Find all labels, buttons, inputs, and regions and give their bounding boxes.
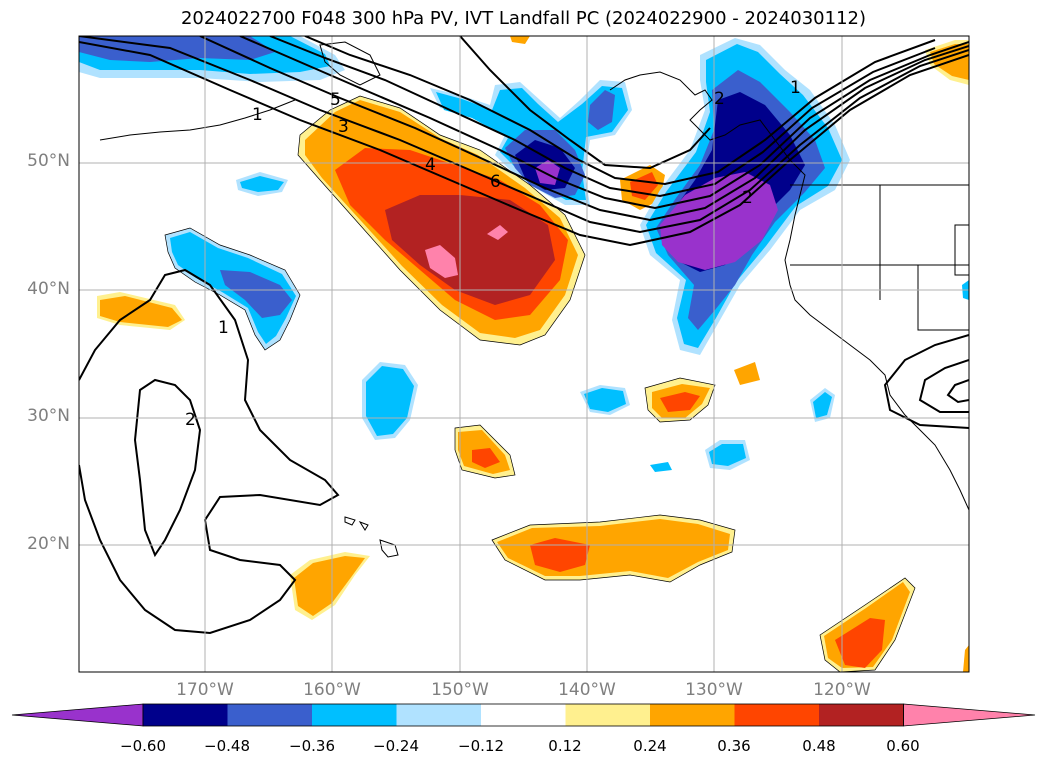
colorbar-tick-label: −0.60 xyxy=(120,737,166,755)
colorbar-frame xyxy=(142,703,904,727)
contour-label: 5 xyxy=(330,90,341,110)
lat-label: 50°N xyxy=(27,151,70,171)
colorbar-tick-label: −0.36 xyxy=(289,737,335,755)
contour-label: 3 xyxy=(338,117,349,137)
colorbar-segment xyxy=(481,704,566,726)
map-area: 1 2 3 4 5 6 1 2 1 2 xyxy=(79,36,969,672)
lon-label: 170°W xyxy=(176,680,234,700)
colorbar-tick-label: 0.60 xyxy=(886,737,920,755)
lon-label: 120°W xyxy=(813,680,871,700)
contour-label: 2 xyxy=(714,89,725,109)
colorbar-segment xyxy=(565,704,651,726)
colorbar-tick-label: −0.48 xyxy=(204,737,250,755)
colorbar-tick-label: 0.24 xyxy=(633,737,667,755)
contour-label: 4 xyxy=(425,155,436,175)
lat-label: 30°N xyxy=(27,406,70,426)
colorbar-segment xyxy=(734,704,820,726)
colorbar-extend-max xyxy=(903,703,1036,727)
colorbar-tick-label: −0.12 xyxy=(458,737,504,755)
colorbar-segment xyxy=(650,704,735,726)
lon-label: 140°W xyxy=(558,680,616,700)
contour-label: 1 xyxy=(218,318,229,338)
figure-title: 2024022700 F048 300 hPa PV, IVT Landfall… xyxy=(180,8,867,29)
contour-label-group: 1 2 3 4 5 6 1 2 1 2 xyxy=(185,78,801,430)
contour-label: 2 xyxy=(742,188,753,208)
colorbar-tick-label: 0.48 xyxy=(802,737,836,755)
colorbar-tick-label: 0.36 xyxy=(717,737,751,755)
shading-outlines xyxy=(164,95,916,672)
lat-label: 20°N xyxy=(27,534,70,554)
colorbar-segment xyxy=(312,704,397,726)
colorbar-tick-label: 0.12 xyxy=(548,737,582,755)
contour-label: 6 xyxy=(490,172,501,192)
contour-label: 2 xyxy=(185,410,196,430)
colorbar xyxy=(11,703,1036,727)
colorbar-extend-min xyxy=(11,703,144,727)
gridlines xyxy=(79,36,969,672)
colorbar-segment xyxy=(396,704,482,726)
contour-lines xyxy=(79,36,969,635)
colorbar-segment xyxy=(227,704,313,726)
lat-label: 40°N xyxy=(27,279,70,299)
lon-label: 150°W xyxy=(431,680,489,700)
lon-label: 160°W xyxy=(303,680,361,700)
contour-label: 1 xyxy=(790,78,801,98)
map-frame xyxy=(78,35,970,673)
lon-label: 130°W xyxy=(685,680,743,700)
colorbar-segment xyxy=(819,704,904,726)
colorbar-segment xyxy=(143,704,228,726)
colorbar-tick-label: −0.24 xyxy=(373,737,419,755)
contour-label: 1 xyxy=(252,105,263,125)
map-figure: 1 2 3 4 5 6 1 2 1 2 xyxy=(78,35,970,673)
